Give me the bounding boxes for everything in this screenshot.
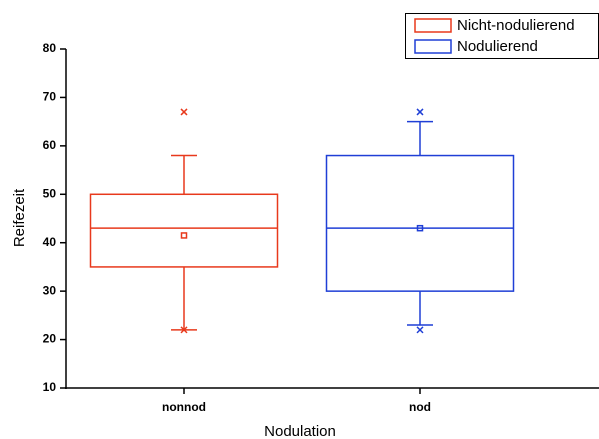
y-tick-label: 70 — [43, 90, 57, 104]
outlier — [180, 108, 188, 116]
box — [89, 193, 279, 268]
y-axis-label: Reifezeit — [11, 188, 28, 247]
outlier — [180, 326, 188, 334]
y-tick-label: 30 — [43, 283, 57, 297]
legend-swatch — [414, 39, 452, 54]
y-tick-label: 10 — [43, 380, 57, 394]
legend-label: Nicht-nodulierend — [457, 17, 575, 34]
y-tick-label: 20 — [43, 332, 57, 346]
legend — [405, 13, 599, 59]
y-tick-label: 40 — [43, 235, 57, 249]
box — [325, 154, 515, 292]
mean — [416, 224, 424, 232]
y-tick-label: 60 — [43, 138, 57, 152]
mean — [180, 232, 188, 239]
legend-label: Nodulierend — [457, 38, 538, 55]
x-tick-label: nod — [409, 400, 431, 414]
x-tick-label: nonnod — [162, 400, 206, 414]
outlier — [416, 326, 424, 334]
legend-swatch — [414, 18, 452, 33]
outlier — [416, 108, 424, 116]
x-axis-label: Nodulation — [264, 423, 336, 439]
y-tick-label: 80 — [43, 41, 57, 55]
y-tick-label: 50 — [43, 186, 57, 200]
